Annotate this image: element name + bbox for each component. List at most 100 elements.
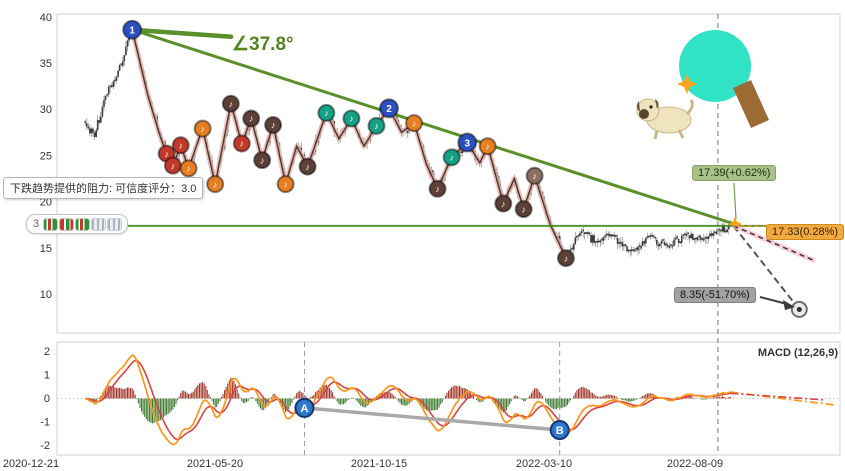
zigzag-pattern-line — [129, 29, 569, 260]
ab-marker-glyph: B — [556, 425, 564, 437]
price-y-tick: 40 — [40, 12, 52, 24]
x-tick-date: 2022-03-10 — [516, 458, 572, 470]
marker-glyph: ♪ — [412, 118, 417, 128]
pattern-note-marker[interactable] — [442, 148, 461, 167]
price-y-tick: 35 — [40, 58, 52, 70]
pattern-note-marker[interactable] — [556, 249, 575, 268]
marker-glyph: ♪ — [324, 108, 329, 118]
pattern-note-marker[interactable] — [367, 116, 386, 135]
x-axis: 2020-12-21 2021-05-20 2021-10-15 2022-03-10… — [3, 458, 723, 470]
target-arrow-line — [759, 296, 788, 305]
marker-glyph: ♪ — [349, 114, 354, 124]
current-price-badge: 17.39(+0.62%) — [692, 165, 777, 181]
trend-angle-label: ∠37.8° — [232, 34, 294, 55]
marker-glyph: ♪ — [532, 171, 537, 181]
paddle-handle — [733, 80, 769, 128]
wave-number-marker[interactable] — [122, 19, 143, 40]
marker-glyph: ♪ — [171, 161, 176, 171]
macd-ab-divergence-markers[interactable]: AB — [294, 397, 570, 441]
pattern-note-marker[interactable] — [525, 166, 544, 185]
candle-pattern-icon[interactable] — [59, 217, 75, 231]
dea-line — [85, 359, 731, 441]
marker-glyph: ♪ — [164, 149, 169, 159]
marker-glyph: ♪ — [240, 139, 245, 149]
marker-glyph: 1 — [129, 26, 135, 37]
pattern-note-marker[interactable] — [405, 114, 424, 133]
pattern-count-badge: 3 — [33, 218, 40, 230]
pattern-note-marker[interactable] — [264, 115, 283, 134]
dog-illustration — [636, 98, 694, 140]
macd-y-tick: 2 — [44, 346, 50, 358]
marker-glyph: ♪ — [374, 121, 379, 131]
price-y-tick: 10 — [40, 289, 52, 301]
trend-extension-line — [733, 225, 816, 262]
wave-number-marker[interactable] — [457, 132, 478, 153]
pattern-note-marker[interactable] — [206, 175, 225, 194]
macd-params-label: MACD (12,26,9) — [758, 347, 838, 359]
pattern-note-marker[interactable] — [317, 103, 336, 122]
macd-dif-dea-lines — [84, 354, 836, 446]
marker-glyph: ♪ — [200, 124, 205, 134]
macd-y-tick: -2 — [40, 440, 50, 452]
marker-glyph: ♪ — [271, 120, 276, 130]
price-y-tick: 20 — [40, 197, 52, 209]
pattern-note-marker[interactable] — [342, 109, 361, 128]
marker-glyph: ♪ — [501, 199, 506, 209]
marker-glyph: ♪ — [186, 164, 191, 174]
marker-glyph: ♪ — [521, 204, 526, 214]
wave-pattern-icon[interactable] — [91, 217, 107, 231]
price-projection-lines — [732, 182, 816, 318]
target-point-dot — [796, 306, 802, 313]
x-tick-date: 2021-05-20 — [187, 458, 243, 470]
ab-divergence-line — [304, 406, 560, 432]
star-icon — [677, 74, 697, 94]
candle-pattern-icon[interactable] — [75, 217, 91, 231]
pattern-note-marker[interactable] — [193, 119, 212, 138]
resistance-price-badge: 17.33(0.28%) — [766, 224, 845, 240]
downtrend-line — [131, 28, 741, 228]
pattern-note-marker[interactable] — [242, 109, 261, 128]
dif-projection — [730, 391, 836, 406]
pattern-note-marker[interactable] — [221, 94, 240, 113]
pattern-note-marker[interactable] — [276, 175, 295, 194]
wave-pattern-icon[interactable] — [107, 217, 123, 231]
ab-marker-b[interactable] — [549, 420, 570, 441]
marker-glyph: ♪ — [305, 162, 310, 172]
pattern-note-marker[interactable] — [232, 134, 251, 153]
macd-y-tick: -1 — [40, 417, 50, 429]
x-tick-date: 2021-10-15 — [351, 458, 407, 470]
pattern-note-marker[interactable] — [298, 157, 317, 176]
price-y-tick: 25 — [40, 150, 52, 162]
marker-glyph: 2 — [386, 104, 392, 115]
pattern-note-marker[interactable] — [179, 159, 198, 178]
pattern-markers[interactable]: 1♪♪♪♪♪♪♪♪♪♪♪♪♪♪♪♪2♪♪♪3 ♪♪♪♪♪ — [122, 19, 575, 268]
target-price-badge: 8.35(-51.70%) — [674, 287, 756, 303]
marker-glyph: ♪ — [178, 140, 183, 150]
candle-pattern-icon[interactable] — [43, 217, 59, 231]
ab-marker-a[interactable] — [294, 397, 315, 418]
pattern-note-marker[interactable] — [494, 194, 513, 213]
pattern-toolbar[interactable]: 3 — [26, 214, 129, 234]
price-panel-frame — [56, 13, 841, 334]
marker-glyph: ♪ — [449, 153, 454, 163]
x-tick-date: 2022-08-09 — [667, 458, 723, 470]
marker-glyph: ♪ — [485, 141, 490, 151]
pattern-note-marker[interactable] — [478, 137, 497, 156]
wave-number-marker[interactable] — [378, 98, 399, 119]
pattern-note-marker[interactable] — [253, 151, 272, 170]
pattern-note-marker[interactable] — [163, 156, 182, 175]
macd-y-tick: 0 — [44, 393, 50, 405]
marker-glyph: ♪ — [213, 179, 218, 189]
pattern-note-marker[interactable] — [171, 136, 190, 155]
target-arrow-head — [783, 300, 795, 310]
macd-y-tick: 1 — [44, 369, 50, 381]
marker-glyph: ♪ — [283, 179, 288, 189]
marker-glyph: ♪ — [260, 155, 265, 165]
dif-line — [84, 354, 731, 446]
current-badge-connector — [733, 182, 737, 220]
pattern-note-marker[interactable] — [514, 200, 533, 219]
pattern-note-marker[interactable] — [428, 179, 447, 198]
x-tick-date: 2020-12-21 — [3, 458, 59, 470]
